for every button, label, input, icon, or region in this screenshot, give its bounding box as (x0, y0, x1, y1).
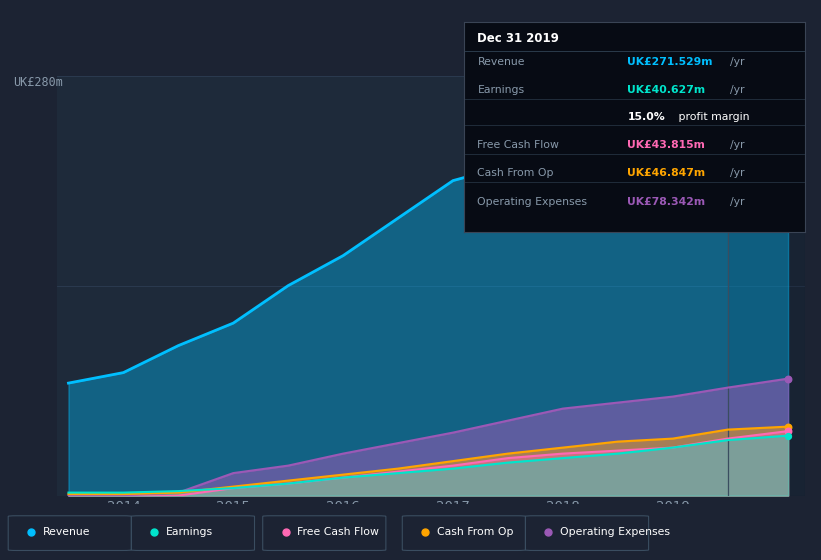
Text: UK£280m: UK£280m (12, 76, 62, 88)
Text: Revenue: Revenue (478, 57, 525, 67)
Text: Free Cash Flow: Free Cash Flow (297, 527, 379, 537)
Point (782, 422, 795, 431)
Text: /yr: /yr (730, 140, 744, 150)
Text: UK£40.627m: UK£40.627m (627, 85, 705, 95)
Text: Free Cash Flow: Free Cash Flow (478, 140, 559, 150)
Point (782, 431, 795, 440)
Text: Dec 31 2019: Dec 31 2019 (478, 32, 559, 45)
Text: 15.0%: 15.0% (627, 111, 665, 122)
Text: Cash From Op: Cash From Op (478, 169, 554, 178)
Text: Operating Expenses: Operating Expenses (478, 197, 588, 207)
Bar (727, 76, 805, 496)
Point (782, 85, 795, 94)
Text: UK£0: UK£0 (39, 512, 67, 525)
Text: UK£43.815m: UK£43.815m (627, 140, 705, 150)
Text: Earnings: Earnings (166, 527, 213, 537)
Text: UK£271.529m: UK£271.529m (627, 57, 713, 67)
Text: Operating Expenses: Operating Expenses (560, 527, 670, 537)
Point (782, 374, 795, 383)
Text: UK£78.342m: UK£78.342m (627, 197, 705, 207)
Text: /yr: /yr (730, 57, 744, 67)
Text: profit margin: profit margin (675, 111, 750, 122)
Text: /yr: /yr (730, 169, 744, 178)
Text: Revenue: Revenue (43, 527, 90, 537)
Text: Cash From Op: Cash From Op (437, 527, 513, 537)
Text: Earnings: Earnings (478, 85, 525, 95)
Point (782, 427, 795, 436)
Text: /yr: /yr (730, 197, 744, 207)
Text: UK£46.847m: UK£46.847m (627, 169, 705, 178)
Text: /yr: /yr (730, 85, 744, 95)
